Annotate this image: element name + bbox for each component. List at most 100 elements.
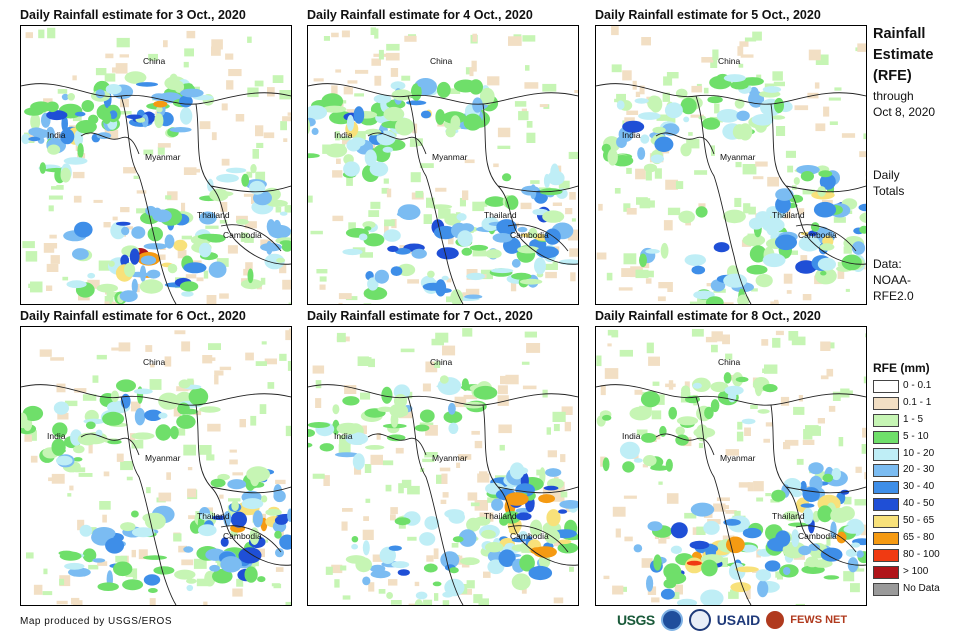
rain-cell [183,444,196,456]
rain-cell [231,500,239,512]
rain-cell [203,270,209,279]
rain-cell [73,195,82,203]
country-border [80,433,140,456]
rain-cell [85,421,96,430]
rain-cell [388,579,398,586]
rain-cell [212,568,233,584]
legend-label: 5 - 10 [903,430,929,442]
rain-cell [449,88,461,94]
rain-cell [518,531,528,540]
country-border [695,95,752,304]
rain-cell [422,383,431,392]
rain-cell [511,272,532,280]
rain-cell [440,551,460,569]
rain-cell [485,542,504,553]
rain-cell [464,294,483,299]
rain-cell [826,368,834,377]
rain-cell [178,545,187,553]
legend-swatch [873,565,899,579]
rain-cell [56,600,68,605]
rain-cell [459,223,475,233]
rain-cell [312,365,325,374]
country-border [507,224,569,252]
side-title-line3: (RFE) [873,68,912,84]
rain-cell [692,382,702,389]
rain-cell [737,294,750,304]
rain-cell [755,161,768,167]
country-border [120,396,177,605]
rain-cell [146,269,161,279]
rain-cell [362,540,370,556]
rain-cell [244,236,254,243]
rain-cell [343,161,360,177]
rain-cell [641,558,653,568]
legend-swatch [873,515,899,529]
rain-cell [691,329,704,337]
rain-cell [336,422,360,435]
rain-cell [862,427,866,438]
rain-cell [763,438,770,443]
rain-cell [564,421,571,432]
rain-cell [539,104,548,108]
rain-cell [600,456,606,467]
rain-cell [154,113,164,129]
rain-cell [425,425,438,436]
rain-cell [545,468,562,477]
rain-cell [600,385,606,396]
rain-cell [611,26,619,36]
rain-cell [336,158,341,164]
rain-cell [49,234,57,239]
rain-cell [666,572,687,585]
rain-cell [216,173,239,183]
rain-cell [24,107,44,116]
rain-cell [332,404,340,415]
rain-cell [378,49,384,60]
rain-cell [72,248,89,260]
rain-cell [471,430,480,435]
rain-cell [331,85,338,96]
rain-cell [433,548,439,559]
rain-cell [59,551,82,561]
legend-label: 20 - 30 [903,464,935,476]
rain-cell [685,221,691,226]
rain-cell [342,595,351,600]
rain-cell [783,273,793,284]
rain-cell [410,83,422,101]
rain-cell [386,188,392,198]
rain-cell [108,260,115,267]
rain-cell [344,385,357,394]
rain-cell [260,277,266,285]
rain-cell [559,500,578,509]
rain-cell [665,458,673,472]
rain-cell [143,555,167,560]
rain-cell [648,270,654,278]
rain-cell [373,94,392,104]
rain-cell [791,490,803,498]
rain-cell [407,279,419,284]
rain-cell [219,494,224,499]
rain-cell [103,222,111,228]
rain-cell [450,289,464,304]
rain-cell [606,272,613,281]
rain-cell [598,203,603,211]
rain-cell [46,110,68,121]
rain-cell [244,566,258,583]
rain-cell [188,387,209,406]
legend-swatch [873,430,899,444]
map-credit: Map produced by USGS/EROS [20,616,173,627]
rain-cell [219,220,228,224]
rain-cell [104,296,114,304]
rain-cell [26,552,34,559]
rain-cell [227,245,238,254]
rain-cell [143,574,161,586]
rain-cell [458,454,472,460]
legend-item: 50 - 65 [873,514,934,531]
rain-cell [665,179,678,190]
panel-title: Daily Rainfall estimate for 3 Oct., 2020 [20,8,246,22]
rain-cell [97,561,108,566]
rain-cell [319,284,326,290]
rain-cell [338,293,352,300]
rain-cell [221,158,230,166]
rain-cell [247,87,259,98]
rain-cell [492,233,513,243]
